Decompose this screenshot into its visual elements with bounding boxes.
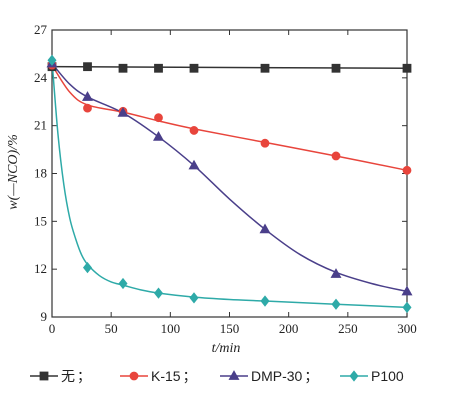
data-point-0 [83, 62, 92, 72]
legend-marker [349, 370, 359, 382]
x-tick-label: 100 [161, 321, 181, 336]
legend-separator: ； [304, 368, 318, 385]
legend-label: P100 [371, 368, 404, 384]
plot-frame [51, 29, 408, 318]
data-point-2 [401, 285, 413, 296]
series-line-2 [51, 62, 408, 293]
series-line-0 [51, 65, 408, 70]
series-line-1 [51, 64, 408, 172]
data-point-3 [82, 261, 93, 274]
x-tick-label: 50 [105, 321, 118, 336]
data-point-2 [82, 91, 93, 101]
data-point-1 [402, 165, 412, 175]
data-point-3 [118, 277, 128, 290]
x-axis-label: t/min [212, 341, 241, 356]
legend-separator: ； [77, 368, 91, 385]
legend-marker [39, 371, 49, 381]
y-axis-label: w(—NCO)/% [6, 134, 21, 209]
x-axis-ticks: 0 50 100 150 200 250 300 [49, 30, 417, 336]
data-point-2 [259, 223, 271, 234]
y-tick-label: 27 [34, 22, 48, 37]
data-point-3 [189, 292, 199, 304]
series-curves [51, 60, 408, 309]
data-point-0 [331, 63, 341, 73]
data-point-1 [189, 126, 199, 135]
legend: 无； K-15； DMP-30； P100 [30, 368, 404, 385]
data-point-2 [188, 159, 200, 170]
data-point-3 [331, 298, 341, 310]
y-tick-label: 21 [34, 118, 47, 133]
data-point-1 [260, 138, 270, 148]
data-point-2 [117, 107, 129, 117]
legend-marker [129, 371, 139, 381]
x-tick-label: 200 [279, 321, 299, 336]
legend-label: DMP-30 [251, 368, 303, 384]
data-point-2 [330, 268, 342, 278]
data-point-3 [153, 287, 164, 299]
x-tick-label: 0 [49, 321, 56, 336]
x-tick-label: 300 [397, 321, 417, 336]
data-point-0 [260, 63, 270, 73]
y-tick-label: 9 [41, 309, 48, 324]
data-point-0 [154, 63, 163, 73]
data-point-2 [153, 131, 164, 141]
plot-border [51, 29, 408, 318]
data-point-0 [402, 63, 412, 73]
data-point-1 [331, 151, 341, 161]
y-axis-ticks: 9 12 15 18 21 24 27 [34, 22, 407, 324]
data-point-3 [260, 295, 270, 307]
y-tick-label: 15 [34, 213, 47, 228]
series-line-3 [51, 60, 408, 309]
y-tick-label: 18 [34, 166, 47, 181]
legend-marker [228, 370, 240, 380]
y-tick-label: 12 [34, 261, 47, 276]
data-point-1 [154, 113, 163, 123]
y-tick-label: 24 [34, 70, 48, 85]
data-point-3 [402, 301, 412, 314]
data-point-0 [189, 63, 199, 73]
x-tick-label: 250 [338, 321, 358, 336]
legend-label: 无 [61, 368, 75, 384]
data-point-1 [83, 103, 92, 113]
series-markers [46, 54, 413, 314]
data-point-3 [47, 54, 57, 66]
legend-separator: ； [183, 368, 197, 385]
x-tick-label: 150 [220, 321, 240, 336]
legend-label: K-15 [151, 368, 181, 384]
data-point-0 [118, 63, 128, 73]
